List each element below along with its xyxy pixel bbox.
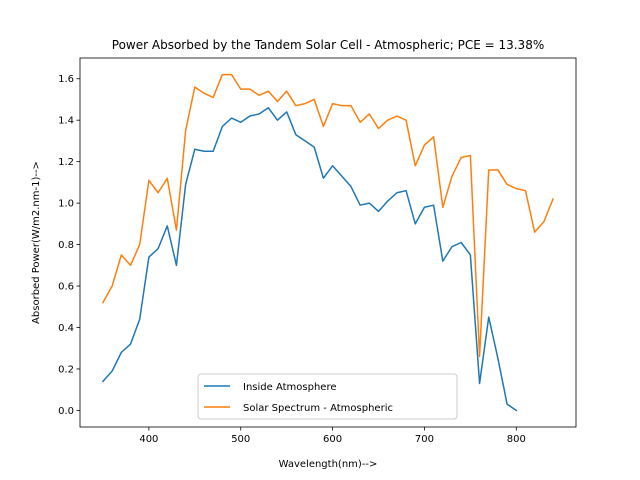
plot-area: 400 500 600 700 800 0.0 0.2 0.4 0.6 0.8 1.0 1.2 1.4… bbox=[58, 57, 577, 445]
x-tick-label: 800 bbox=[507, 434, 526, 445]
series-line-0 bbox=[101, 107, 518, 412]
y-tick-label: 1.6 bbox=[58, 74, 74, 85]
y-tick-label: 1.0 bbox=[58, 199, 74, 210]
x-axis-label: Wavelength(nm)--> bbox=[279, 459, 378, 470]
plot-frame bbox=[79, 57, 577, 428]
y-axis-label: Absorbed Power(W/m2.nm-1)--> bbox=[31, 161, 42, 324]
y-tick-label: 1.2 bbox=[58, 157, 74, 168]
y-tick-label: 0.6 bbox=[58, 282, 74, 293]
legend: Inside Atmosphere Solar Spectrum - Atmos… bbox=[197, 373, 458, 420]
y-tick-label: 0.0 bbox=[58, 406, 74, 417]
y-tick-label: 0.2 bbox=[58, 364, 74, 375]
legend-label-inside-atmosphere: Inside Atmosphere bbox=[243, 382, 337, 393]
series-layer bbox=[101, 73, 555, 412]
x-axis: 400 500 600 700 800 bbox=[139, 427, 526, 445]
x-tick-label: 500 bbox=[231, 434, 250, 445]
y-tick-label: 0.4 bbox=[58, 323, 74, 334]
x-tick-label: 700 bbox=[415, 434, 434, 445]
legend-box bbox=[197, 373, 458, 420]
y-axis: 0.0 0.2 0.4 0.6 0.8 1.0 1.2 1.4 1.6 bbox=[58, 74, 80, 417]
y-tick-label: 0.8 bbox=[58, 240, 74, 251]
series-line-1 bbox=[101, 73, 555, 358]
chart-title: Power Absorbed by the Tandem Solar Cell … bbox=[112, 38, 544, 52]
legend-label-solar-spectrum: Solar Spectrum - Atmospheric bbox=[243, 403, 393, 414]
y-tick-label: 1.4 bbox=[58, 116, 74, 127]
x-tick-label: 400 bbox=[139, 434, 158, 445]
x-tick-label: 600 bbox=[323, 434, 342, 445]
